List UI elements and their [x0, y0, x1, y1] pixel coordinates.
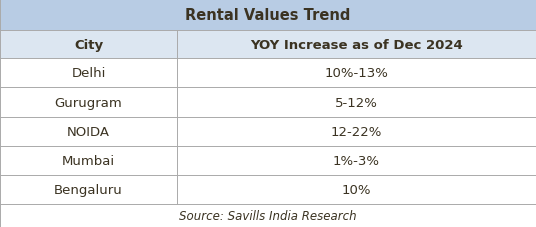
Text: Mumbai: Mumbai	[62, 154, 115, 167]
Bar	[0, 117, 177, 146]
Bar	[177, 175, 536, 204]
Text: Delhi: Delhi	[71, 67, 106, 80]
Bar	[177, 88, 536, 117]
Bar	[0, 88, 177, 117]
Text: Gurugram: Gurugram	[55, 96, 122, 109]
Bar	[0, 204, 536, 227]
Bar	[177, 146, 536, 175]
Bar	[0, 59, 177, 88]
Text: Source: Savills India Research: Source: Savills India Research	[179, 209, 357, 222]
Text: YOY Increase as of Dec 2024: YOY Increase as of Dec 2024	[250, 38, 463, 51]
Text: 1%-3%: 1%-3%	[333, 154, 380, 167]
Text: 10%-13%: 10%-13%	[324, 67, 389, 80]
Text: Bengaluru: Bengaluru	[54, 183, 123, 196]
Bar	[0, 146, 177, 175]
Text: 10%: 10%	[341, 183, 371, 196]
Text: NOIDA: NOIDA	[67, 125, 110, 138]
Bar	[0, 31, 177, 59]
Bar	[0, 0, 536, 31]
Bar	[177, 117, 536, 146]
Bar	[177, 31, 536, 59]
Text: 12-22%: 12-22%	[331, 125, 382, 138]
Bar	[177, 59, 536, 88]
Text: Rental Values Trend: Rental Values Trend	[185, 8, 351, 23]
Text: City: City	[74, 38, 103, 51]
Bar	[0, 175, 177, 204]
Text: 5-12%: 5-12%	[335, 96, 378, 109]
